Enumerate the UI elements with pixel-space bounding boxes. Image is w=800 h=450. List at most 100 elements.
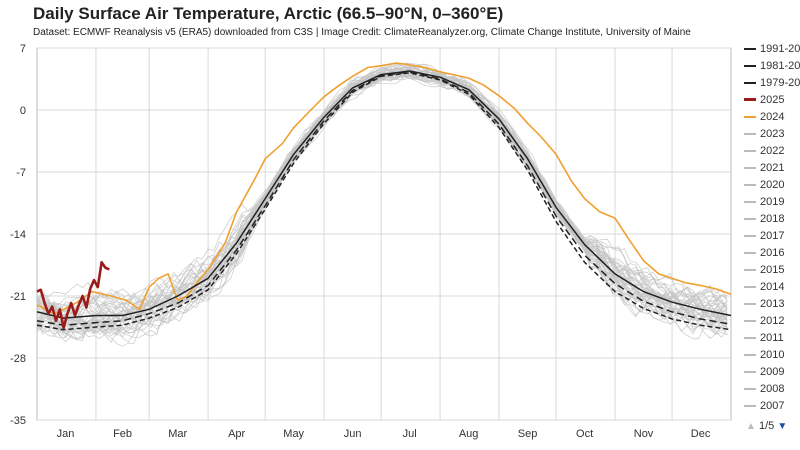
legend-item[interactable]: 2008: [744, 380, 800, 397]
y-tick-label: -35: [10, 415, 26, 427]
legend-swatch: [744, 302, 756, 305]
x-tick-label: Dec: [691, 428, 711, 440]
legend-label: 2023: [760, 127, 785, 140]
series-line-2025: [36, 260, 110, 330]
series-line-2024: [36, 62, 732, 315]
legend-item[interactable]: 1991-20: [744, 40, 800, 57]
x-tick-label: Oct: [576, 428, 593, 440]
legend-swatch: [744, 217, 756, 220]
legend-swatch: [744, 370, 756, 373]
legend-item[interactable]: 2016: [744, 244, 800, 261]
legend-label: 2007: [760, 399, 785, 412]
y-tick-label: -21: [10, 291, 26, 303]
legend-label: 1981-20: [760, 59, 800, 72]
legend-swatch: [744, 251, 756, 254]
legend-label: 1979-20: [760, 76, 800, 89]
x-tick-label: May: [283, 428, 304, 440]
legend-item[interactable]: 2014: [744, 278, 800, 295]
legend-label: 2018: [760, 212, 785, 225]
legend-swatch: [744, 115, 756, 118]
series-line-1991-2020: [36, 70, 732, 319]
legend-swatch: [744, 98, 756, 101]
series-lines: [36, 62, 732, 331]
x-tick-label: Feb: [113, 428, 132, 440]
x-tick-label: Jan: [57, 428, 75, 440]
y-tick-label: -14: [10, 229, 26, 241]
legend-label: 2016: [760, 246, 785, 259]
legend-label: 2024: [760, 110, 785, 123]
background-year-line: [36, 64, 728, 312]
legend-swatch: [744, 132, 756, 135]
legend-swatch: [744, 166, 756, 169]
legend-swatch: [744, 234, 756, 237]
background-year-line: [36, 72, 728, 334]
y-tick-label: -7: [16, 167, 26, 179]
legend-swatch: [744, 319, 756, 322]
legend-item[interactable]: 2011: [744, 329, 800, 346]
legend-label: 2010: [760, 348, 785, 361]
legend-label: 2011: [760, 331, 784, 344]
legend-label: 2012: [760, 314, 785, 327]
legend-label: 2009: [760, 365, 785, 378]
legend-item[interactable]: 1981-20: [744, 57, 800, 74]
legend-swatch: [744, 47, 756, 50]
axes: 7 0 -7 -14 -21 -28 -35 Jan Feb Mar Apr May Jun Jul Aug…: [10, 43, 711, 440]
legend-label: 2008: [760, 382, 785, 395]
legend-label: 2021: [760, 161, 785, 174]
x-tick-label: Nov: [634, 428, 654, 440]
legend-swatch: [744, 200, 756, 203]
legend-label: 2020: [760, 178, 785, 191]
legend-label: 2017: [760, 229, 785, 242]
legend-swatch: [744, 404, 756, 407]
legend-item[interactable]: 2023: [744, 125, 800, 142]
legend-item[interactable]: 2017: [744, 227, 800, 244]
chart-title: Daily Surface Air Temperature, Arctic (6…: [33, 4, 504, 23]
legend-label: 2015: [760, 263, 785, 276]
legend-label: 1991-20: [760, 42, 800, 55]
legend-item[interactable]: 2021: [744, 159, 800, 176]
x-tick-label: Apr: [228, 428, 245, 440]
legend-item[interactable]: 1979-20: [744, 74, 800, 91]
legend-swatch: [744, 285, 756, 288]
legend-item[interactable]: 2022: [744, 142, 800, 159]
legend-item[interactable]: 2024: [744, 108, 800, 125]
legend-item[interactable]: 2018: [744, 210, 800, 227]
legend-item[interactable]: 2007: [744, 397, 800, 414]
chart-subtitle: Dataset: ECMWF Reanalysis v5 (ERA5) down…: [33, 27, 691, 38]
legend-swatch: [744, 336, 756, 339]
pager-up-icon[interactable]: ▲: [746, 421, 756, 432]
legend-item[interactable]: 2020: [744, 176, 800, 193]
legend-label: 2014: [760, 280, 785, 293]
legend-label: 2022: [760, 144, 785, 157]
x-tick-label: Jul: [403, 428, 417, 440]
legend-item[interactable]: 2025: [744, 91, 800, 108]
y-tick-label: 0: [20, 105, 26, 117]
legend-pager[interactable]: ▲ 1/5 ▼: [746, 420, 787, 432]
x-tick-label: Jun: [344, 428, 362, 440]
legend-swatch: [744, 268, 756, 271]
y-tick-label: -28: [10, 353, 26, 365]
grid: [36, 47, 732, 421]
legend-swatch: [744, 81, 756, 84]
x-tick-label: Mar: [168, 428, 187, 440]
legend-item[interactable]: 2013: [744, 295, 800, 312]
pager-down-icon[interactable]: ▼: [777, 421, 788, 432]
legend-label: 2019: [760, 195, 785, 208]
legend: 1991-20 1981-20 1979-20 2025 2024 2023 2022 202…: [744, 40, 800, 414]
legend-label: 2013: [760, 297, 785, 310]
legend-label: 2025: [760, 93, 785, 106]
legend-swatch: [744, 149, 756, 152]
legend-swatch: [744, 183, 756, 186]
legend-item[interactable]: 2009: [744, 363, 800, 380]
legend-item[interactable]: 2012: [744, 312, 800, 329]
legend-item[interactable]: 2015: [744, 261, 800, 278]
legend-swatch: [744, 387, 756, 390]
y-tick-label: 7: [20, 43, 26, 55]
x-tick-label: Aug: [459, 428, 479, 440]
pager-label: 1/5: [758, 420, 775, 432]
legend-item[interactable]: 2019: [744, 193, 800, 210]
legend-item[interactable]: 2010: [744, 346, 800, 363]
legend-swatch: [744, 353, 756, 356]
x-tick-label: Sep: [518, 428, 538, 440]
